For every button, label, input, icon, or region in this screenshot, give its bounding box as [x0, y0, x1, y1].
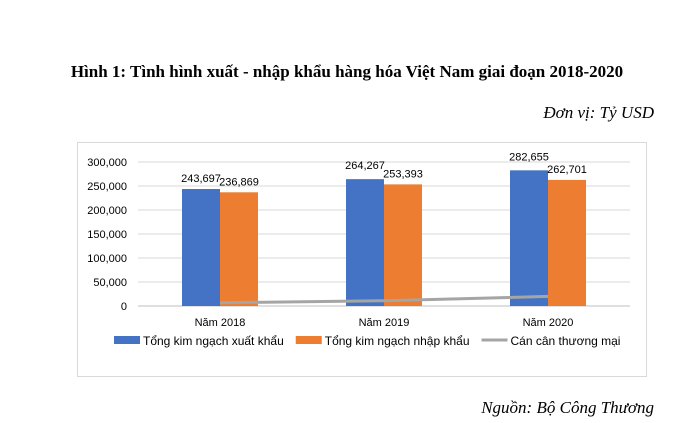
data-label: 282,655 [509, 151, 549, 163]
unit-label: Đơn vị: Tỷ USD [543, 103, 654, 122]
legend-label: Tổng kim ngạch nhập khẩu [325, 334, 470, 348]
x-tick-label: Năm 2018 [195, 317, 246, 329]
data-label: 236,869 [219, 176, 259, 188]
data-label: 264,267 [345, 160, 385, 172]
bar [384, 184, 422, 306]
figure-title: Hình 1: Tình hình xuất - nhập khẩu hàng … [70, 62, 624, 81]
bar [182, 189, 220, 306]
y-tick-label: 100,000 [87, 253, 127, 265]
bar [220, 192, 258, 306]
y-tick-label: 0 [121, 301, 127, 313]
bar [548, 179, 586, 306]
y-tick-label: 200,000 [87, 205, 127, 217]
y-tick-label: 250,000 [87, 181, 127, 193]
y-tick-label: 50,000 [93, 277, 127, 289]
y-tick-label: 300,000 [87, 157, 127, 169]
line-series [219, 294, 549, 305]
x-tick-label: Năm 2020 [523, 317, 574, 329]
legend-label: Cán cân thương mại [511, 334, 621, 348]
bar [346, 179, 384, 306]
legend-swatch [114, 336, 140, 344]
source-label: Nguồn: Bộ Công Thương [481, 398, 654, 417]
y-tick-label: 150,000 [87, 229, 127, 241]
chart-frame [77, 142, 647, 377]
legend-label: Tổng kim ngạch xuất khẩu [143, 334, 284, 348]
data-label: 253,393 [383, 168, 423, 180]
legend-swatch [295, 336, 322, 344]
data-label: 243,697 [181, 173, 221, 185]
x-tick-label: Năm 2019 [359, 317, 410, 329]
data-label: 262,701 [547, 164, 587, 176]
bar [510, 170, 548, 306]
